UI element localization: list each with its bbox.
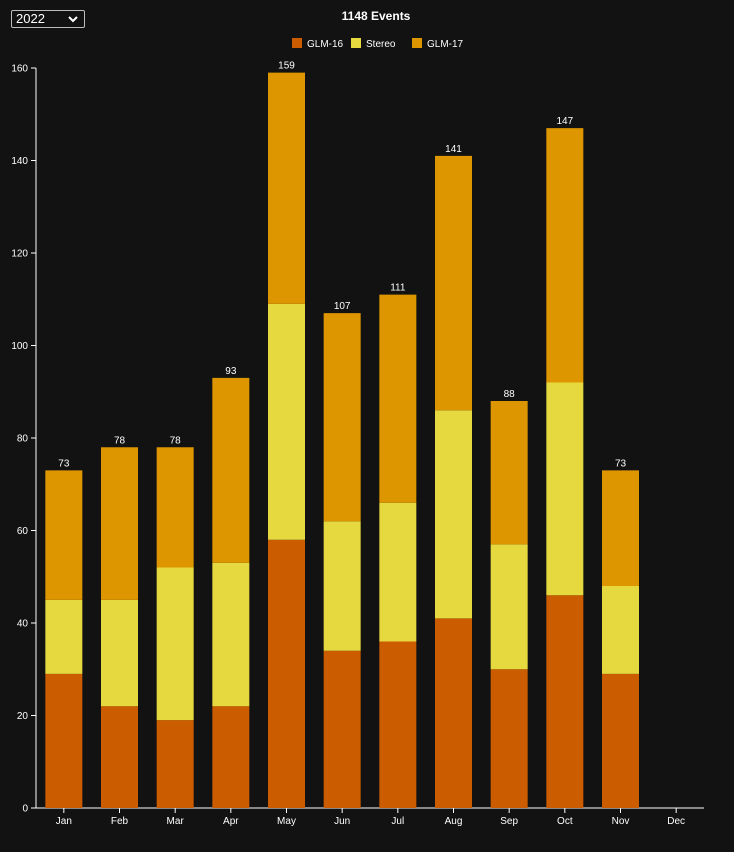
total-label-oct: 147 (556, 116, 573, 127)
total-label-sep: 88 (504, 389, 516, 400)
x-tick-label-2: Mar (167, 816, 185, 827)
bar-jun-glm-16[interactable] (323, 650, 361, 808)
y-tick-label-8: 160 (11, 64, 28, 75)
y-axis: 0 20 40 60 80 100 120 140 160 (11, 64, 37, 815)
total-label-nov: 73 (615, 458, 627, 469)
bar-nov-glm-16[interactable] (602, 673, 639, 808)
x-tick-label-0: Jan (56, 816, 72, 827)
bar-aug-glm-17[interactable] (435, 155, 472, 411)
bar-mar-stereo[interactable] (156, 567, 194, 721)
bar-jun-glm-17[interactable] (323, 313, 361, 522)
bar-feb-stereo[interactable] (101, 599, 138, 707)
value-labels: 73 78 78 93 159 107 111 141 88 147 73 (58, 61, 626, 470)
bar-oct-glm-16[interactable] (546, 595, 584, 808)
legend-label-1: Stereo (366, 39, 396, 50)
bar-may-glm-16[interactable] (268, 539, 305, 808)
bar-feb-glm-17[interactable] (101, 447, 138, 600)
total-label-jun: 107 (334, 301, 351, 312)
legend-swatch-2 (412, 38, 422, 48)
total-label-jan: 73 (58, 458, 70, 469)
bar-jul-glm-16[interactable] (379, 641, 417, 809)
bar-jul-glm-17[interactable] (379, 294, 417, 503)
total-label-may: 159 (278, 61, 295, 72)
legend: GLM-16 Stereo GLM-17 (292, 38, 464, 50)
year-select-value: 2022 (16, 11, 45, 26)
x-tick-label-4: May (277, 816, 296, 827)
x-tick-label-6: Jul (391, 816, 404, 827)
y-tick-label-0: 0 (22, 804, 28, 815)
bar-nov-stereo[interactable] (602, 586, 639, 674)
x-tick-label-7: Aug (445, 816, 463, 827)
bar-apr-glm-17[interactable] (212, 377, 250, 563)
chart-title: 1148 Events (342, 9, 411, 23)
bar-may-stereo[interactable] (268, 303, 305, 540)
bar-jan-stereo[interactable] (45, 599, 83, 674)
total-label-apr: 93 (225, 366, 237, 377)
x-tick-label-11: Dec (667, 816, 685, 827)
x-tick-label-10: Nov (612, 816, 630, 827)
bar-jan-glm-17[interactable] (45, 470, 83, 600)
bars (45, 72, 639, 809)
bar-nov-glm-17[interactable] (602, 470, 639, 586)
bar-jul-stereo[interactable] (379, 502, 417, 642)
bar-apr-glm-16[interactable] (212, 706, 250, 808)
bar-sep-glm-17[interactable] (490, 401, 528, 545)
chevron-down-icon (68, 16, 78, 23)
bar-jun-stereo[interactable] (323, 521, 361, 651)
x-tick-label-9: Oct (557, 816, 573, 827)
bar-feb-glm-16[interactable] (101, 706, 138, 808)
x-tick-label-8: Sep (500, 816, 518, 827)
bar-may-glm-17[interactable] (268, 72, 305, 304)
bar-oct-stereo[interactable] (546, 382, 584, 596)
x-tick-label-5: Jun (334, 816, 350, 827)
bar-mar-glm-16[interactable] (156, 720, 194, 808)
total-label-feb: 78 (114, 435, 126, 446)
bar-sep-stereo[interactable] (490, 544, 528, 670)
legend-label-0: GLM-16 (307, 39, 344, 50)
legend-label-2: GLM-17 (427, 39, 464, 50)
year-select[interactable]: 2022 (11, 10, 85, 28)
y-tick-label-1: 20 (17, 711, 29, 722)
y-tick-label-7: 140 (11, 156, 28, 167)
bar-sep-glm-16[interactable] (490, 669, 528, 808)
y-tick-label-6: 120 (11, 249, 28, 260)
bar-aug-glm-16[interactable] (435, 618, 472, 808)
y-tick-label-2: 40 (17, 619, 29, 630)
legend-swatch-1 (351, 38, 361, 48)
bar-aug-stereo[interactable] (435, 410, 472, 619)
y-tick-label-5: 100 (11, 341, 28, 352)
bar-mar-glm-17[interactable] (156, 447, 194, 568)
total-label-jul: 111 (390, 283, 406, 294)
x-tick-label-3: Apr (223, 816, 239, 827)
bar-jan-glm-16[interactable] (45, 673, 83, 808)
legend-swatch-0 (292, 38, 302, 48)
y-tick-label-3: 60 (17, 526, 29, 537)
total-label-aug: 141 (445, 144, 462, 155)
total-label-mar: 78 (170, 435, 182, 446)
bar-oct-glm-17[interactable] (546, 128, 584, 383)
x-axis: Jan Feb Mar Apr May Jun Jul Aug Sep Oct Nov Dec (36, 807, 704, 827)
y-tick-label-4: 80 (17, 434, 29, 445)
bar-apr-stereo[interactable] (212, 562, 250, 707)
x-tick-label-1: Feb (111, 816, 129, 827)
